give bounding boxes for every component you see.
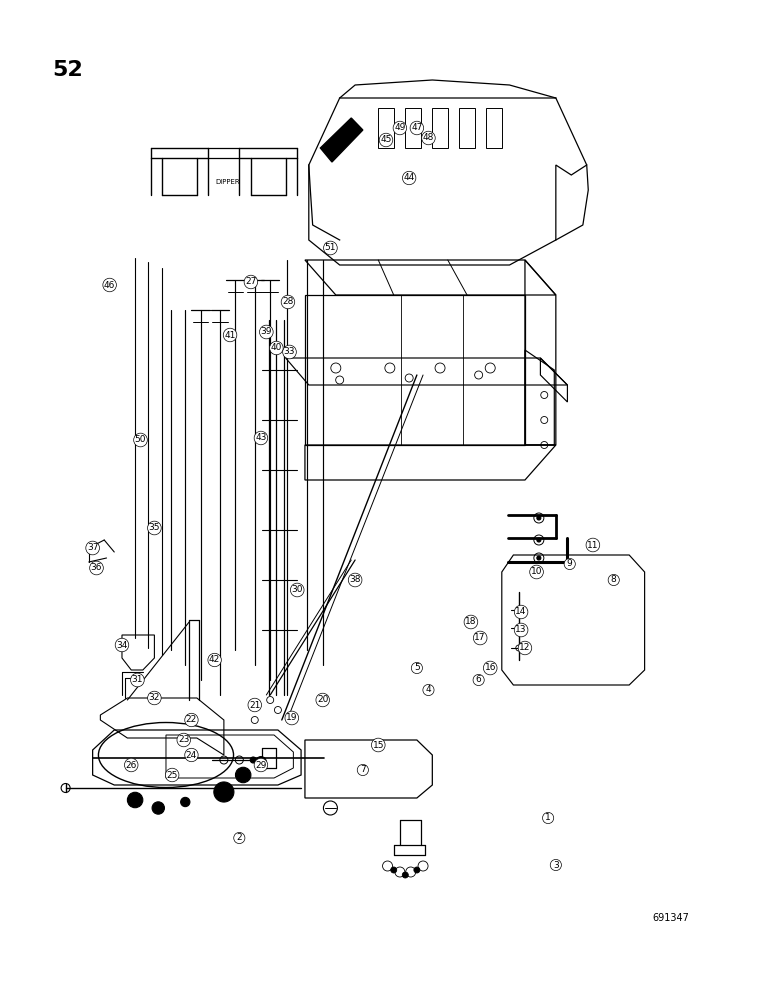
Text: 13: 13: [516, 626, 527, 635]
Circle shape: [391, 867, 397, 873]
Text: 27: 27: [245, 277, 256, 286]
Circle shape: [537, 538, 541, 542]
Text: 37: 37: [87, 544, 98, 552]
Circle shape: [537, 556, 541, 560]
Text: 7: 7: [360, 766, 366, 774]
Text: 16: 16: [485, 664, 496, 672]
Text: 1: 1: [545, 814, 551, 822]
Text: 28: 28: [283, 298, 293, 306]
Text: 20: 20: [317, 696, 328, 704]
Text: 8: 8: [611, 576, 617, 584]
Text: 49: 49: [394, 123, 405, 132]
Circle shape: [250, 757, 256, 763]
Text: 45: 45: [381, 135, 391, 144]
Circle shape: [235, 767, 251, 783]
Text: 40: 40: [271, 344, 282, 353]
Text: 5: 5: [414, 664, 420, 672]
Text: 22: 22: [186, 716, 197, 724]
Text: 11: 11: [587, 540, 598, 550]
Text: 36: 36: [91, 564, 102, 572]
Text: 21: 21: [249, 700, 260, 710]
Text: 46: 46: [104, 280, 115, 290]
Text: DIPPER: DIPPER: [215, 179, 240, 185]
Text: 18: 18: [466, 617, 476, 626]
Text: 34: 34: [117, 641, 127, 650]
Text: 42: 42: [209, 656, 220, 664]
Text: 2: 2: [236, 834, 242, 842]
Text: 10: 10: [531, 568, 542, 576]
Text: 26: 26: [126, 760, 137, 770]
Text: 17: 17: [475, 634, 486, 643]
Text: 33: 33: [284, 348, 295, 357]
Text: 691347: 691347: [652, 913, 689, 923]
Circle shape: [537, 516, 541, 520]
Text: 41: 41: [225, 330, 235, 340]
Text: 35: 35: [149, 524, 160, 532]
Text: 30: 30: [292, 585, 303, 594]
Text: 14: 14: [516, 607, 527, 616]
Text: 48: 48: [423, 133, 434, 142]
Circle shape: [127, 792, 143, 808]
Text: 51: 51: [325, 243, 336, 252]
Circle shape: [256, 757, 266, 767]
Text: 50: 50: [135, 436, 146, 444]
Text: 3: 3: [553, 860, 559, 869]
Text: 52: 52: [52, 60, 83, 80]
Circle shape: [402, 872, 408, 878]
Text: 4: 4: [425, 686, 432, 694]
Text: 19: 19: [286, 714, 297, 722]
Text: 39: 39: [261, 328, 272, 336]
Circle shape: [414, 867, 420, 873]
Text: 24: 24: [186, 750, 197, 760]
Text: 43: 43: [256, 434, 266, 442]
Polygon shape: [320, 118, 363, 162]
Text: 38: 38: [350, 576, 361, 584]
Text: 23: 23: [178, 736, 189, 744]
Text: 12: 12: [520, 644, 530, 652]
Text: 31: 31: [132, 676, 143, 684]
Text: 15: 15: [373, 740, 384, 750]
Text: 9: 9: [567, 560, 573, 568]
Circle shape: [181, 797, 190, 807]
Text: 29: 29: [256, 760, 266, 770]
Circle shape: [152, 802, 164, 814]
Text: 32: 32: [149, 694, 160, 702]
Text: 6: 6: [476, 676, 482, 684]
Text: 47: 47: [411, 123, 422, 132]
Circle shape: [214, 782, 234, 802]
Text: 25: 25: [167, 770, 178, 780]
Text: 44: 44: [404, 174, 415, 182]
